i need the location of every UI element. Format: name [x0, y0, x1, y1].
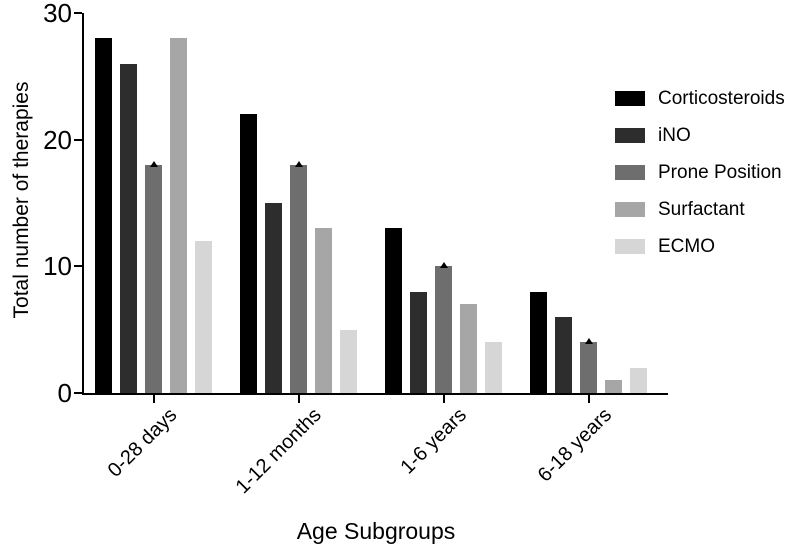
y-tick-label: 20 — [43, 124, 72, 155]
x-tick-label: 0-28 days — [103, 404, 182, 482]
y-axis-title: Total number of therapies — [10, 81, 33, 319]
y-tick-label: 0 — [57, 378, 72, 408]
bar-corticosteroids — [240, 114, 257, 393]
bar-ecmo — [340, 330, 357, 393]
y-tick-mark — [74, 138, 82, 141]
bar-ecmo — [485, 342, 502, 393]
legend-item: Surfactant — [615, 199, 785, 220]
legend-item: ECMO — [615, 236, 785, 257]
bar-surfactant — [315, 228, 332, 393]
legend-label: Prone Position — [658, 162, 782, 183]
legend: Corticosteroids iNO Prone Position Surfacta… — [615, 88, 785, 276]
bar-prone-position — [145, 165, 162, 393]
bar-corticosteroids — [530, 292, 547, 393]
legend-item: Prone Position — [615, 162, 785, 183]
bar-ino — [120, 64, 137, 393]
x-tick-mark — [152, 395, 155, 403]
legend-swatch-icon — [615, 202, 645, 217]
bar-surfactant — [460, 304, 477, 393]
x-tick-mark — [587, 395, 590, 403]
legend-swatch-icon — [615, 91, 645, 106]
error-bar-marker — [150, 161, 158, 167]
legend-label: Corticosteroids — [658, 88, 785, 109]
x-axis-line — [82, 393, 668, 395]
bar-ino — [410, 292, 427, 393]
legend-swatch-icon — [615, 128, 645, 143]
legend-label: ECMO — [658, 236, 715, 257]
bar-ecmo — [630, 368, 647, 393]
error-bar-marker — [295, 161, 303, 167]
error-bar-marker — [585, 338, 593, 344]
x-tick-label: 6-18 years — [533, 404, 617, 487]
bar-corticosteroids — [385, 228, 402, 393]
bar-prone-position — [290, 165, 307, 393]
bar-surfactant — [605, 380, 622, 393]
legend-label: iNO — [658, 125, 691, 146]
error-bar-marker — [440, 262, 448, 268]
x-tick-mark — [297, 395, 300, 403]
bar-corticosteroids — [95, 38, 112, 393]
y-tick-mark — [74, 265, 82, 268]
legend-item: iNO — [615, 125, 785, 146]
bar-ino — [265, 203, 282, 393]
legend-swatch-icon — [615, 165, 645, 180]
x-tick-mark — [442, 395, 445, 403]
y-axis-line — [82, 13, 84, 395]
y-tick-label: 10 — [43, 251, 72, 282]
x-tick-label: 1-6 years — [396, 404, 472, 479]
x-tick-label: 1-12 months — [231, 404, 327, 499]
legend-item: Corticosteroids — [615, 88, 785, 109]
bar-ino — [555, 317, 572, 393]
bar-prone-position — [580, 342, 597, 393]
legend-swatch-icon — [615, 239, 645, 254]
y-tick-mark — [74, 392, 82, 394]
bar-surfactant — [170, 38, 187, 393]
y-tick-label: 30 — [43, 0, 72, 28]
legend-label: Surfactant — [658, 199, 745, 220]
bar-prone-position — [435, 266, 452, 393]
x-axis-title: Age Subgroups — [296, 518, 456, 544]
bar-ecmo — [195, 241, 212, 393]
y-tick-mark — [74, 12, 82, 14]
